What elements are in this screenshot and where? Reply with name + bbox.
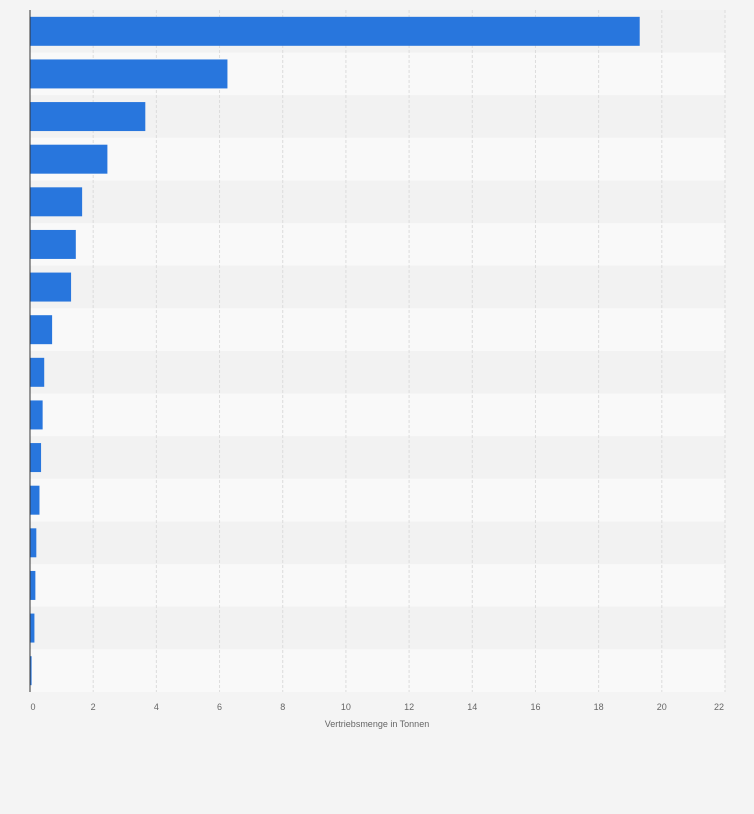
x-tick-label: 4 <box>154 702 159 712</box>
bar[interactable] <box>30 229 76 259</box>
row-band <box>30 393 725 437</box>
bar[interactable] <box>30 485 40 515</box>
bar[interactable] <box>30 187 83 217</box>
row-band <box>30 564 725 607</box>
row-band <box>30 606 725 650</box>
x-tick-label: 0 <box>30 702 35 712</box>
row-band <box>30 265 725 309</box>
row-band <box>30 308 725 351</box>
x-tick-label: 16 <box>530 702 540 712</box>
bar[interactable] <box>30 443 42 473</box>
row-band <box>30 436 725 479</box>
x-tick-label: 10 <box>341 702 351 712</box>
bar[interactable] <box>30 613 35 643</box>
bar[interactable] <box>30 59 228 89</box>
x-tick-label: 22 <box>714 702 724 712</box>
x-tick-label: 6 <box>217 702 222 712</box>
bar[interactable] <box>30 102 146 132</box>
bar[interactable] <box>30 656 32 686</box>
bar[interactable] <box>30 144 108 174</box>
gridlines <box>92 10 726 692</box>
x-tick-label: 20 <box>657 702 667 712</box>
row-band <box>30 137 725 181</box>
x-tick-label: 12 <box>404 702 414 712</box>
row-band <box>30 649 725 692</box>
bar[interactable] <box>30 528 37 558</box>
x-axis-ticks: 0 2 4 6 8 10 12 14 16 18 20 22 <box>30 702 724 712</box>
bar[interactable] <box>30 272 72 302</box>
x-axis-label: Vertriebsmenge in Tonnen <box>325 719 429 729</box>
x-tick-label: 2 <box>91 702 96 712</box>
bar[interactable] <box>30 16 640 46</box>
row-bands <box>30 10 725 692</box>
row-band <box>30 478 725 522</box>
bar[interactable] <box>30 315 53 345</box>
row-band <box>30 521 725 565</box>
row-band <box>30 95 725 138</box>
row-band <box>30 223 725 266</box>
row-band <box>30 351 725 394</box>
x-tick-label: 8 <box>280 702 285 712</box>
x-tick-label: 18 <box>594 702 604 712</box>
row-band <box>30 180 725 224</box>
bar[interactable] <box>30 570 36 600</box>
bar[interactable] <box>30 357 45 387</box>
x-tick-label: 14 <box>467 702 477 712</box>
bars <box>30 16 640 686</box>
bar[interactable] <box>30 400 43 430</box>
